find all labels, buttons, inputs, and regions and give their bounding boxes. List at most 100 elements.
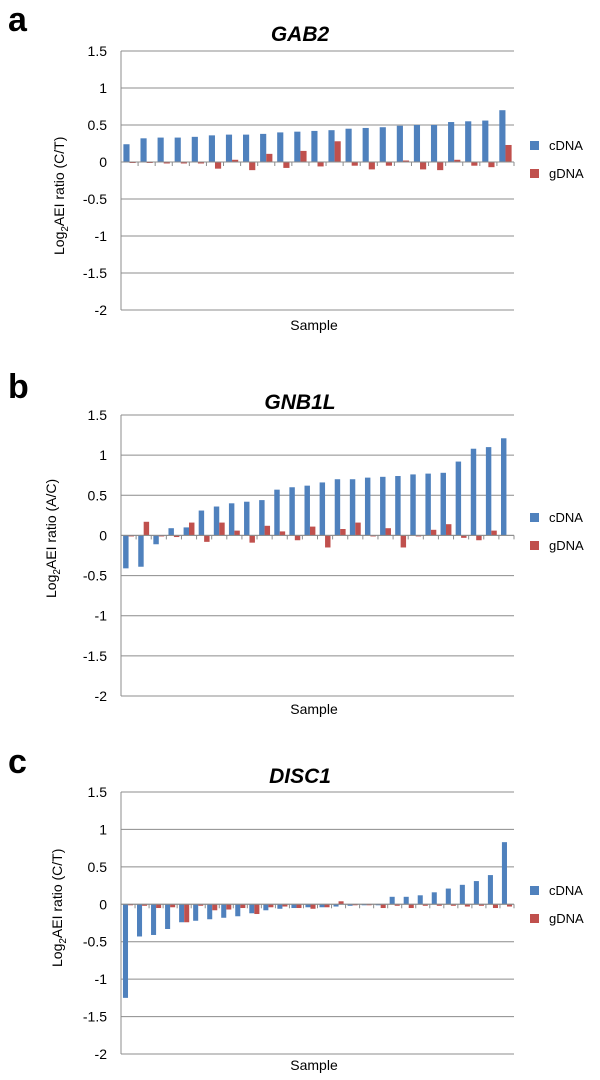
bar-gdna [430, 529, 437, 536]
bar-gdna [340, 529, 346, 536]
y-tick-label: 1 [99, 821, 107, 837]
y-tick-label: 1 [99, 80, 107, 96]
bar-gdna [219, 522, 225, 536]
y-tick-label: -1 [95, 971, 108, 987]
bar-gdna [408, 904, 414, 909]
bar-gdna [204, 535, 210, 542]
bar-gdna [212, 904, 218, 911]
bar-gdna [283, 162, 290, 168]
y-tick-label: 1.5 [88, 43, 108, 59]
bar-cdna [157, 137, 164, 162]
bar-cdna [207, 904, 213, 920]
bar-cdna [305, 904, 311, 908]
legend-swatch [530, 913, 539, 923]
bar-cdna [395, 476, 401, 536]
plot-area: 1.5 1 0.5 0 -0.5 -1 -1.5 -2 [83, 784, 515, 1062]
bar-gdna [454, 159, 461, 162]
bar-gdna [170, 904, 176, 908]
bar-cdna [274, 489, 280, 536]
bar-gdna [385, 162, 392, 166]
legend-label: cDNA [549, 509, 583, 525]
bar-cdna [487, 875, 493, 905]
bar-gdna [294, 535, 301, 541]
bar-gdna [264, 525, 271, 536]
bar-gdna [240, 904, 246, 909]
bar-cdna [413, 125, 421, 162]
bar-gdna [143, 521, 150, 536]
bar-cdna [122, 904, 129, 998]
chart-panel-b: b GNB1L 1.5 1 0.5 0 -0.5 -1 -1.5 -2 Log2AEI rat… [0, 360, 600, 720]
bar-gdna [471, 162, 478, 166]
legend-label: gDNA [549, 910, 584, 926]
bar-cdna [193, 904, 199, 921]
bar-gdna [334, 141, 341, 162]
bar-cdna [430, 125, 438, 162]
bar-cdna [179, 904, 185, 923]
y-axis-label: Log2AEI ratio (A/C) [43, 478, 63, 598]
bar-cdna [465, 121, 472, 162]
y-tick-label: -1.5 [83, 1009, 107, 1025]
bar-cdna [260, 133, 267, 162]
bar-cdna [249, 904, 255, 914]
bar-cdna [225, 134, 233, 162]
bar-gdna [436, 904, 442, 906]
bar-gdna [310, 904, 316, 909]
chart-title: GAB2 [270, 23, 330, 46]
y-tick-label: -1.5 [83, 265, 107, 281]
bar-gdna [249, 535, 255, 543]
bar-gdna [488, 162, 495, 168]
bar-cdna [379, 127, 386, 162]
legend: cDNA gDNA [530, 510, 584, 566]
legend-swatch [530, 140, 539, 150]
bar-cdna [123, 144, 130, 162]
bar-gdna [506, 904, 513, 907]
bar-cdna [289, 487, 295, 536]
bar-cdna [334, 479, 341, 536]
bar-gdna [478, 904, 484, 906]
y-tick-label: 0.5 [88, 487, 108, 503]
bar-cdna [277, 132, 284, 162]
panel-letter: a [8, 1, 27, 39]
bar-gdna [156, 904, 162, 909]
bar-cdna [349, 479, 356, 536]
y-tick-label: 0 [99, 527, 107, 543]
legend-label: gDNA [549, 537, 584, 553]
bar-gdna [415, 535, 422, 537]
bar-gdna [464, 904, 470, 907]
bar-cdna [294, 131, 301, 162]
bar-gdna [402, 160, 410, 162]
chart-panel-a: a GAB2 1.5 1 0.5 0 -0.5 -1 -1.5 -2 Log2AEI rati… [0, 0, 600, 355]
bar-gdna [492, 904, 498, 909]
legend-item-gdna: gDNA [530, 538, 584, 552]
legend-item-cdna: cDNA [530, 883, 584, 897]
bar-cdna [396, 125, 403, 162]
chart-title: GNB1L [264, 391, 336, 414]
bar-gdna [317, 162, 324, 167]
bar-cdna [473, 881, 479, 905]
bar-cdna [501, 438, 507, 536]
bar-gdna [385, 528, 391, 536]
bar-gdna [420, 162, 427, 170]
y-tick-label: 0 [99, 154, 107, 170]
bar-gdna [249, 162, 256, 171]
legend-swatch [530, 512, 539, 522]
bar-cdna [243, 134, 250, 162]
bar-gdna [400, 535, 407, 548]
bar-gdna [325, 535, 331, 548]
bar-gdna [142, 904, 148, 906]
bar-gdna [232, 159, 239, 162]
bar-gdna [296, 904, 302, 909]
y-tick-label: 0.5 [88, 117, 108, 133]
bar-cdna [235, 904, 241, 917]
x-axis-label: Sample [290, 317, 338, 333]
bar-gdna [394, 904, 400, 906]
bar-cdna [333, 904, 339, 907]
panel-letter: b [8, 368, 29, 406]
bar-cdna [277, 904, 283, 909]
y-tick-label: -0.5 [83, 568, 107, 584]
plot-area: 1.5 1 0.5 0 -0.5 -1 -1.5 -2 [83, 407, 515, 704]
bar-cdna [153, 535, 159, 545]
y-tick-label: -0.5 [83, 934, 107, 950]
legend-swatch [530, 168, 539, 178]
bar-cdna [431, 892, 437, 905]
